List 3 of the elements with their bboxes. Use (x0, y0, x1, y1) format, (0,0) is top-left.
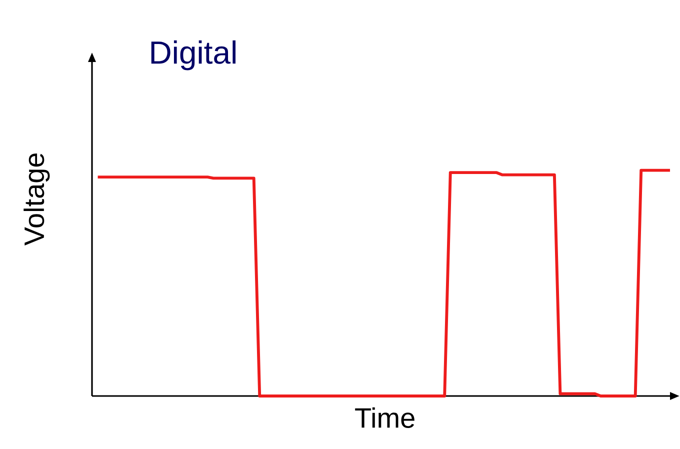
x-axis-title: Time (355, 407, 414, 428)
chart-title: Digital (151, 40, 236, 70)
y-axis-title: Voltage (24, 153, 50, 246)
